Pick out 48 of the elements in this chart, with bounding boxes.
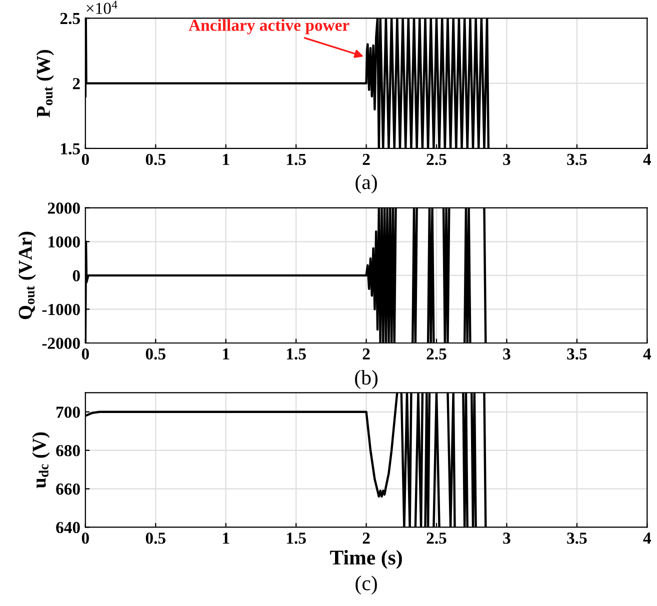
x-tick-label: 1.5 bbox=[286, 532, 306, 544]
x-tick-label: 1 bbox=[223, 348, 230, 360]
y-axis-title: Q$_{out}$ (VAr) bbox=[18, 232, 36, 320]
y-tick-label: 700 bbox=[56, 406, 80, 418]
y-axis-title: u$_{dc}$ (V) bbox=[32, 432, 50, 488]
y-tick-label: 1000 bbox=[48, 236, 80, 248]
y-tick-label: 680 bbox=[56, 445, 80, 456]
y-tick-label: 660 bbox=[56, 483, 80, 495]
y-tick-label: 2000 bbox=[48, 202, 80, 214]
y-tick-label: 0 bbox=[72, 270, 80, 282]
x-tick-label: 2.5 bbox=[426, 154, 446, 166]
x-tick-label: 0 bbox=[82, 154, 89, 166]
y-tick-label: 2 bbox=[72, 78, 80, 90]
x-tick-label: 2.5 bbox=[426, 348, 446, 360]
y-tick-label: 1.5 bbox=[61, 143, 80, 154]
x-tick-label: 0.5 bbox=[146, 532, 166, 544]
x-tick-label: 4 bbox=[643, 154, 651, 165]
x-axis-title: Time (s) bbox=[330, 550, 402, 569]
y-tick-label: 640 bbox=[56, 522, 80, 534]
x-tick-label: 1 bbox=[223, 532, 230, 544]
y-tick-label: 2.5 bbox=[60, 12, 80, 24]
x-tick-label: 0 bbox=[82, 348, 89, 360]
x-tick-label: 1 bbox=[223, 154, 230, 165]
x-tick-label: 0.5 bbox=[146, 154, 166, 166]
y-tick-label: -1000 bbox=[42, 304, 80, 316]
x-tick-label: 2 bbox=[362, 348, 370, 360]
x-tick-label: 0.5 bbox=[146, 348, 166, 360]
x-tick-label: 3.5 bbox=[567, 532, 587, 544]
y-tick-label: -2000 bbox=[42, 338, 80, 349]
x-tick-label: 2 bbox=[362, 532, 370, 544]
x-tick-label: 4 bbox=[643, 348, 651, 360]
x-tick-label: 3.5 bbox=[567, 348, 587, 360]
x-tick-label: 3 bbox=[503, 348, 510, 360]
x-tick-label: 0 bbox=[82, 532, 89, 544]
text: ×10$^{4}$ bbox=[86, 0, 118, 14]
text: (a) bbox=[356, 174, 377, 194]
x-tick-label: 3 bbox=[503, 532, 510, 544]
x-tick-label: 3.5 bbox=[567, 154, 587, 166]
x-tick-label: 4 bbox=[643, 532, 651, 544]
annotation: Ancillary active power bbox=[188, 19, 350, 34]
text: (b) bbox=[355, 370, 378, 389]
x-tick-label: 2.5 bbox=[426, 532, 446, 544]
x-tick-label: 1.5 bbox=[286, 154, 306, 166]
text: (c) bbox=[356, 576, 377, 595]
y-axis-title: P$_{out}$ (W) bbox=[36, 50, 54, 118]
x-tick-label: 2 bbox=[362, 154, 370, 165]
x-tick-label: 1.5 bbox=[286, 348, 306, 360]
x-tick-label: 3 bbox=[503, 154, 510, 166]
